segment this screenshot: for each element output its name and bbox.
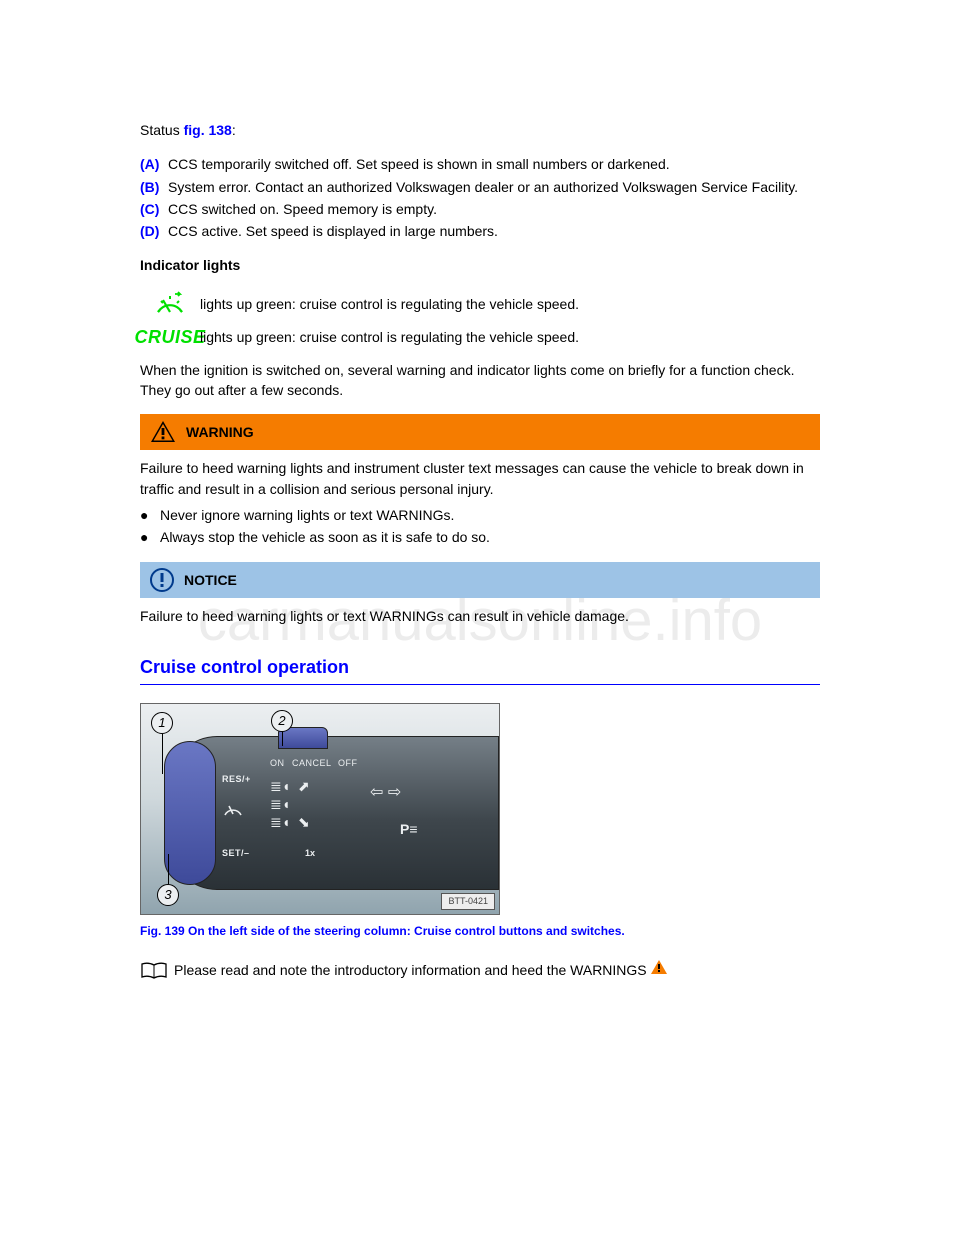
book-icon xyxy=(140,962,168,980)
cruise-text-icon: CRUISE xyxy=(140,324,200,350)
label-1x: 1x xyxy=(305,847,315,860)
speedometer-icon xyxy=(140,290,200,318)
speedometer-symbol xyxy=(222,799,244,824)
status-item: (A) CCS temporarily switched off. Set sp… xyxy=(140,154,820,174)
read-first-note: Please read and note the introductory in… xyxy=(140,960,820,980)
warning-bullet: ● Always stop the vehicle as soon as it … xyxy=(140,527,820,547)
warning-triangle-small-icon xyxy=(651,960,667,974)
warning-bullet-text: Always stop the vehicle as soon as it is… xyxy=(160,527,490,547)
turn-signal-arrows: ⇦ ⇨ xyxy=(370,781,401,804)
label-set: SET/– xyxy=(222,847,250,860)
callout-line xyxy=(162,734,163,774)
warning-header: WARNING xyxy=(140,414,820,450)
notice-title: NOTICE xyxy=(184,570,237,590)
indicator-row: lights up green: cruise control is regul… xyxy=(140,290,820,318)
callout-2: 2 xyxy=(271,710,293,732)
label-on: ON xyxy=(270,757,285,770)
status-text: CCS active. Set speed is displayed in la… xyxy=(168,221,820,241)
callout-line xyxy=(282,732,283,746)
warning-title: WARNING xyxy=(186,422,254,442)
figure-caption: Fig. 139 On the left side of the steerin… xyxy=(140,923,820,940)
indicator-row: CRUISE lights up green: cruise control i… xyxy=(140,324,820,350)
status-intro: Status fig. 138: xyxy=(140,120,820,140)
status-intro-prefix: Status xyxy=(140,122,184,138)
status-text: CCS temporarily switched off. Set speed … xyxy=(168,154,820,174)
callout-1: 1 xyxy=(151,712,173,734)
callout-line xyxy=(168,854,169,884)
status-label: (B) xyxy=(140,177,168,197)
callout-3: 3 xyxy=(157,884,179,906)
warning-triangle-icon xyxy=(150,420,176,444)
status-label: (A) xyxy=(140,154,168,174)
lever-end-button xyxy=(164,741,216,885)
image-id-tag: BTT-0421 xyxy=(441,893,495,910)
page-content: Status fig. 138: (A) CCS temporarily swi… xyxy=(140,120,820,981)
status-item: (B) System error. Contact an authorized … xyxy=(140,177,820,197)
section-title: Cruise control operation xyxy=(140,654,820,685)
status-label: (C) xyxy=(140,199,168,219)
indicator-text: lights up green: cruise control is regul… xyxy=(200,327,579,347)
notice-circle-icon xyxy=(150,568,174,592)
indicator-heading: Indicator lights xyxy=(140,255,820,275)
label-off: OFF xyxy=(338,757,358,770)
fig-ref[interactable]: fig. 138 xyxy=(184,122,232,138)
indicator-note: When the ignition is switched on, severa… xyxy=(140,360,820,401)
notice-body: Failure to heed warning lights or text W… xyxy=(140,606,820,626)
parking-light-symbol: P≡ xyxy=(400,819,418,839)
warning-text: Failure to heed warning lights and instr… xyxy=(140,458,820,499)
status-list: (A) CCS temporarily switched off. Set sp… xyxy=(140,154,820,241)
label-cancel: CANCEL xyxy=(292,757,332,770)
status-item: (D) CCS active. Set speed is displayed i… xyxy=(140,221,820,241)
status-label: (D) xyxy=(140,221,168,241)
lever-body: ON CANCEL OFF RES/+ SET/– ≣◖ ⬈≣◖≣◖ ⬊ ⇦ ⇨… xyxy=(169,736,499,890)
warning-bullet: ● Never ignore warning lights or text WA… xyxy=(140,505,820,525)
status-intro-suffix: : xyxy=(232,122,236,138)
figure-illustration: ON CANCEL OFF RES/+ SET/– ≣◖ ⬈≣◖≣◖ ⬊ ⇦ ⇨… xyxy=(141,704,499,914)
indicator-text: lights up green: cruise control is regul… xyxy=(200,294,579,314)
warning-body: Failure to heed warning lights and instr… xyxy=(140,458,820,547)
beam-symbols: ≣◖ ⬈≣◖≣◖ ⬊ xyxy=(270,777,310,832)
read-first-text: Please read and note the introductory in… xyxy=(174,960,647,980)
warning-bullet-text: Never ignore warning lights or text WARN… xyxy=(160,505,454,525)
figure: ON CANCEL OFF RES/+ SET/– ≣◖ ⬈≣◖≣◖ ⬊ ⇦ ⇨… xyxy=(140,703,500,915)
notice-header: NOTICE xyxy=(140,562,820,598)
status-text: System error. Contact an authorized Volk… xyxy=(168,177,820,197)
status-text: CCS switched on. Speed memory is empty. xyxy=(168,199,820,219)
label-res: RES/+ xyxy=(222,773,251,786)
status-item: (C) CCS switched on. Speed memory is emp… xyxy=(140,199,820,219)
